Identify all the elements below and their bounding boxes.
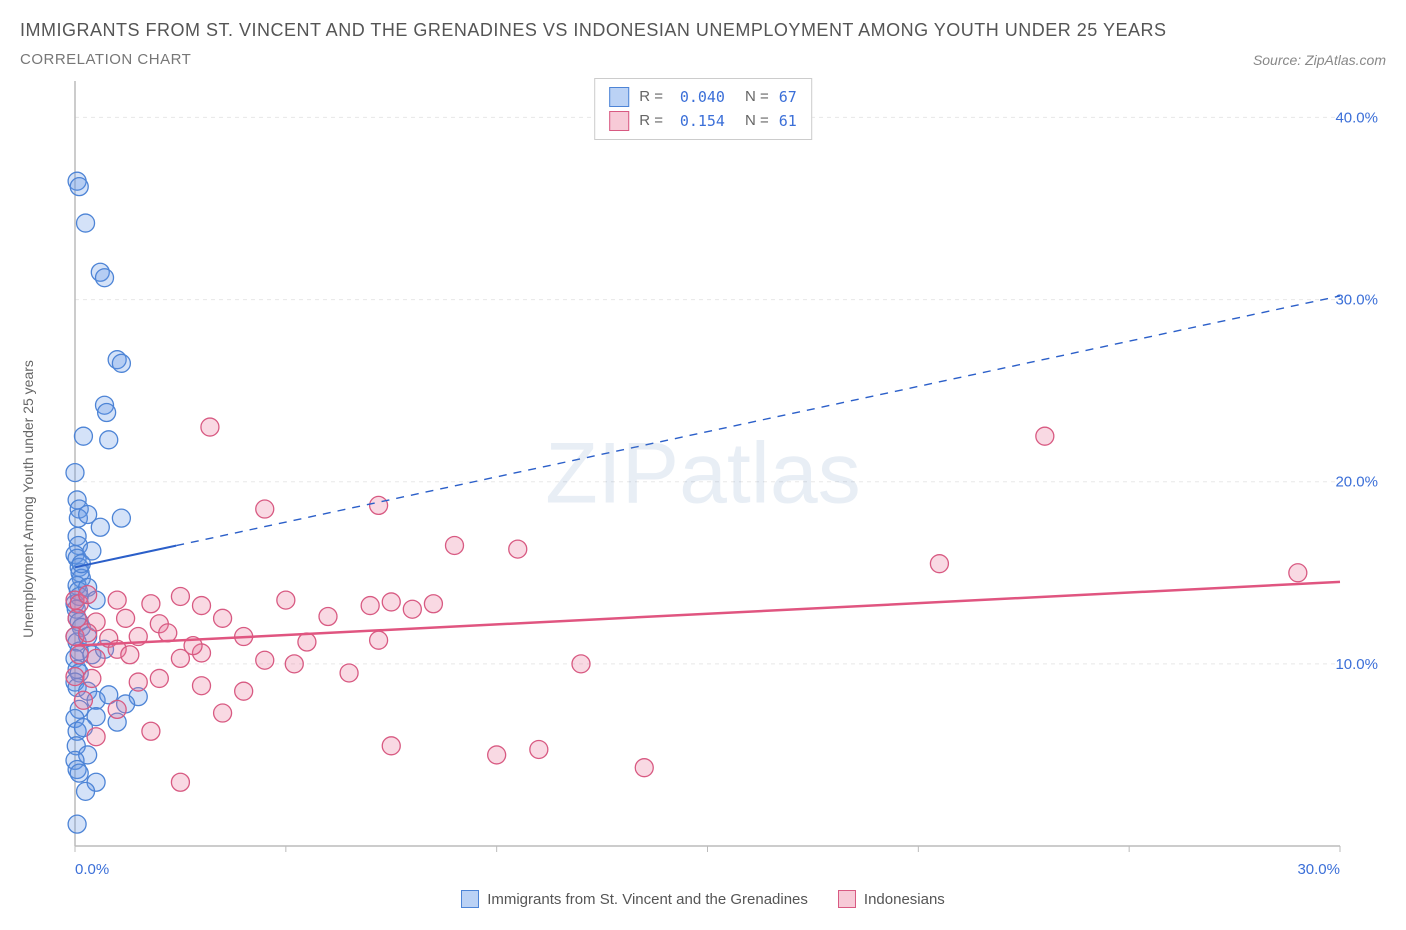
svg-text:20.0%: 20.0% (1335, 474, 1378, 491)
svg-text:30.0%: 30.0% (1297, 861, 1340, 878)
legend-row: R = 0.040 N = 67 (609, 85, 797, 109)
bottom-legend-item: Indonesians (838, 890, 945, 908)
legend-r-label: R = (639, 109, 663, 133)
legend-n-value: 61 (779, 109, 797, 133)
legend-swatch (461, 890, 479, 908)
legend-r-value: 0.040 (673, 85, 725, 109)
bottom-legend: Immigrants from St. Vincent and the Gren… (20, 890, 1386, 908)
chart-container: Unemployment Among Youth under 25 years … (20, 76, 1386, 906)
chart-subtitle: CORRELATION CHART (20, 51, 191, 68)
legend-swatch (609, 111, 629, 131)
series-name: Indonesians (864, 891, 945, 908)
svg-text:40.0%: 40.0% (1335, 109, 1378, 126)
legend-n-label: N = (745, 109, 769, 133)
svg-text:30.0%: 30.0% (1335, 292, 1378, 309)
legend-r-value: 0.154 (673, 109, 725, 133)
source-label: Source: ZipAtlas.com (1253, 52, 1386, 68)
y-axis-label: Unemployment Among Youth under 25 years (20, 360, 36, 638)
scatter-plot: 10.0% 20.0% 30.0% 40.0% 0.0% 30.0% (20, 76, 1386, 906)
source-prefix: Source: (1253, 52, 1305, 68)
source-value: ZipAtlas.com (1305, 52, 1386, 68)
legend-swatch (609, 87, 629, 107)
legend-row: R = 0.154 N = 61 (609, 109, 797, 133)
subtitle-row: CORRELATION CHART Source: ZipAtlas.com (20, 51, 1386, 68)
bottom-legend-item: Immigrants from St. Vincent and the Gren… (461, 890, 808, 908)
svg-text:0.0%: 0.0% (75, 861, 109, 878)
series-name: Immigrants from St. Vincent and the Gren… (487, 891, 808, 908)
legend-n-label: N = (745, 85, 769, 109)
legend-r-label: R = (639, 85, 663, 109)
legend-box: R = 0.040 N = 67 R = 0.154 N = 61 (594, 78, 812, 140)
svg-text:10.0%: 10.0% (1335, 656, 1378, 673)
legend-n-value: 67 (779, 85, 797, 109)
chart-title: IMMIGRANTS FROM ST. VINCENT AND THE GREN… (20, 20, 1386, 41)
legend-swatch (838, 890, 856, 908)
